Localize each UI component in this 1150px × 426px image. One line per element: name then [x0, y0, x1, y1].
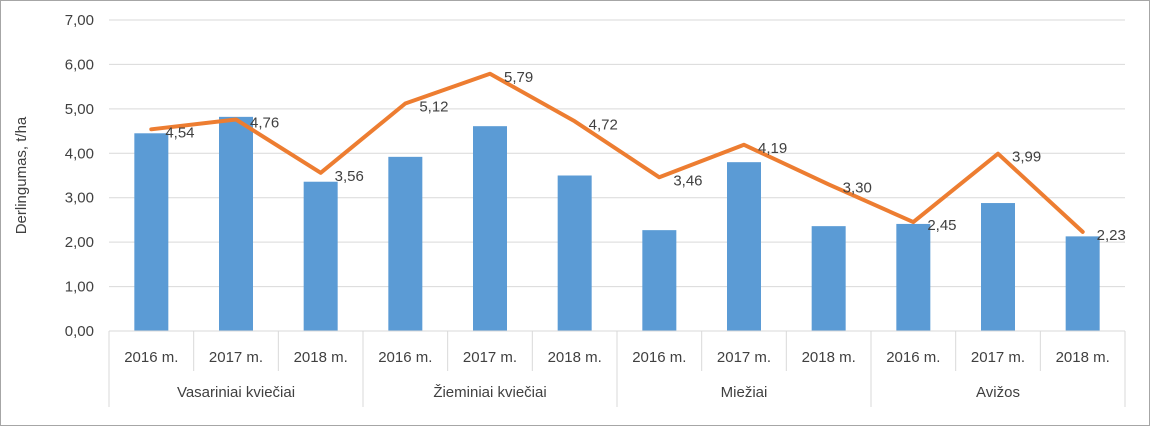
data-label: 3,56 — [335, 168, 364, 185]
data-label: 3,46 — [673, 172, 702, 189]
data-label: 2,45 — [927, 217, 956, 234]
x-tick-label: 2016 m. — [378, 349, 432, 366]
y-tick-label: 2,00 — [65, 234, 94, 251]
data-label: 5,79 — [504, 69, 533, 86]
data-label: 4,76 — [250, 115, 279, 132]
data-label: 3,99 — [1012, 149, 1041, 166]
x-tick-label: 2016 m. — [124, 349, 178, 366]
bar — [896, 223, 931, 331]
x-tick-label: 2018 m. — [1056, 349, 1110, 366]
y-tick-label: 7,00 — [65, 12, 94, 29]
x-tick-label: 2016 m. — [632, 349, 686, 366]
group-label: Žieminiai kviečiai — [433, 384, 546, 401]
y-axis-label: Derlingumas, t/ha — [13, 116, 30, 234]
x-tick-label: 2017 m. — [209, 349, 263, 366]
bar — [473, 126, 507, 331]
data-label: 5,12 — [419, 99, 448, 116]
bar — [134, 133, 169, 331]
data-label: 2,23 — [1097, 227, 1126, 244]
bar — [642, 230, 677, 331]
bar — [388, 156, 423, 331]
data-label: 4,72 — [589, 116, 618, 133]
bar — [1065, 236, 1100, 331]
data-label: 4,54 — [165, 124, 194, 141]
x-tick-label: 2017 m. — [717, 349, 771, 366]
x-tick-label: 2018 m. — [802, 349, 856, 366]
bar — [727, 162, 761, 331]
x-tick-label: 2017 m. — [463, 349, 517, 366]
x-tick-label: 2018 m. — [548, 349, 602, 366]
series-line — [149, 71, 1085, 234]
y-tick-label: 4,00 — [65, 145, 94, 162]
data-label: 4,19 — [758, 140, 787, 157]
x-tick-label: 2016 m. — [886, 349, 940, 366]
bar — [219, 116, 253, 332]
bar — [811, 226, 846, 331]
x-tick-label: 2018 m. — [294, 349, 348, 366]
y-tick-label: 0,00 — [65, 323, 94, 340]
bar — [557, 175, 592, 331]
group-label: Avižos — [976, 384, 1020, 401]
y-tick-label: 1,00 — [65, 279, 94, 296]
group-label: Vasariniai kviečiai — [177, 384, 295, 401]
group-label: Miežiai — [721, 384, 768, 401]
y-tick-label: 3,00 — [65, 190, 94, 207]
bar — [303, 181, 338, 331]
data-label: 3,30 — [843, 179, 872, 196]
y-tick-label: 5,00 — [65, 101, 94, 118]
bar — [981, 203, 1015, 331]
x-tick-label: 2017 m. — [971, 349, 1025, 366]
y-tick-label: 6,00 — [65, 56, 94, 73]
